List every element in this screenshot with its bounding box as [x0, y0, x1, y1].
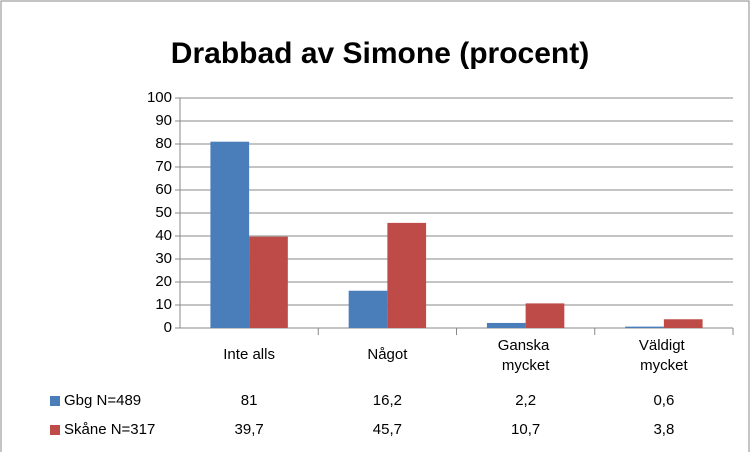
- legend-key: [50, 396, 60, 406]
- y-tick-label: 80: [155, 135, 172, 152]
- bar: [348, 290, 388, 328]
- y-tick-label: 30: [155, 250, 172, 267]
- x-tick-label: Något: [367, 346, 408, 363]
- data-label: 81: [241, 392, 258, 409]
- data-label: 3,8: [653, 421, 674, 438]
- x-tick-label: Ganska mycket: [498, 337, 554, 374]
- legend-key: [50, 425, 60, 435]
- y-tick-label: 70: [155, 158, 172, 175]
- y-tick-label: 40: [155, 227, 172, 244]
- y-tick-label: 10: [155, 296, 172, 313]
- data-label: 2,2: [515, 392, 536, 409]
- legend-label: Gbg N=489: [64, 392, 141, 409]
- data-label: 45,7: [373, 421, 402, 438]
- data-label: 10,7: [511, 421, 540, 438]
- y-tick-label: 0: [164, 319, 172, 336]
- data-label: 39,7: [235, 421, 264, 438]
- data-label: 16,2: [373, 392, 402, 409]
- bar: [387, 222, 427, 328]
- bar: [486, 322, 526, 328]
- chart-title: Drabbad av Simone (procent): [171, 37, 589, 70]
- data-label: 0,6: [653, 392, 674, 409]
- bar: [249, 236, 288, 328]
- y-tick-label: 20: [155, 273, 172, 290]
- x-tick-label: Inte alls: [223, 346, 275, 363]
- bar: [525, 303, 565, 328]
- x-tick-label: Väldigt mycket: [639, 337, 689, 374]
- bar: [663, 319, 703, 328]
- legend-label: Skåne N=317: [64, 421, 155, 438]
- bar: [625, 326, 664, 328]
- y-tick-label: 60: [155, 181, 172, 198]
- y-tick-label: 100: [147, 89, 172, 106]
- y-tick-label: 50: [155, 204, 172, 221]
- bar: [210, 141, 250, 328]
- y-tick-label: 90: [155, 112, 172, 129]
